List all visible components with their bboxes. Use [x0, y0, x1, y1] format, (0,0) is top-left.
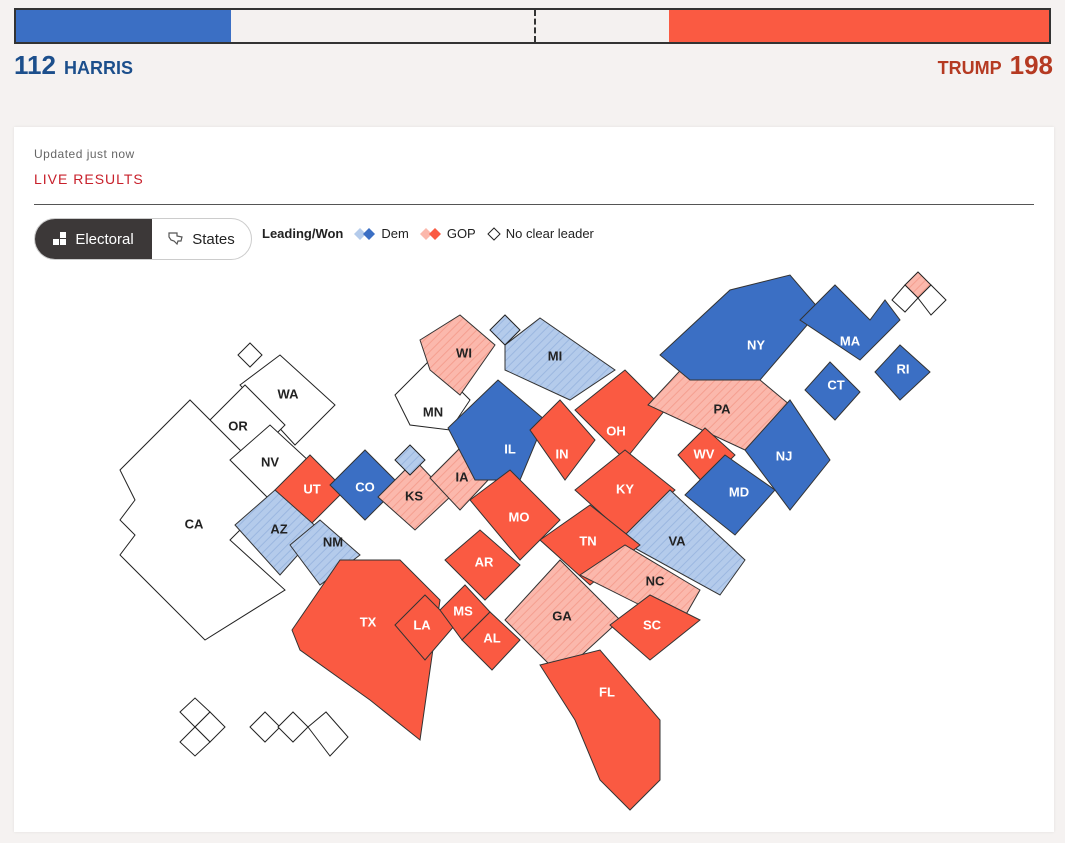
map-legend: Leading/Won Dem GOP No clear leader: [262, 226, 604, 241]
small-district-tile[interactable]: [394, 444, 426, 476]
gop-swatch-icon: [419, 227, 441, 240]
state-label-mo: MO: [509, 509, 530, 524]
state-label-wi: WI: [456, 345, 472, 360]
updated-text: Updated just now: [34, 147, 135, 161]
legend-dem-label: Dem: [381, 226, 409, 241]
state-label-al: AL: [483, 630, 500, 645]
legend-gop-label: GOP: [446, 226, 476, 241]
legend-none-label: No clear leader: [505, 226, 594, 241]
small-district-tile[interactable]: [489, 314, 521, 346]
state-label-or: OR: [228, 418, 248, 433]
state-label-co: CO: [355, 479, 375, 494]
dem-vote-fill: [16, 10, 231, 42]
state-label-ks: KS: [405, 488, 423, 503]
small-district-tile[interactable]: [307, 711, 349, 757]
state-label-mi: MI: [548, 348, 562, 363]
state-fl[interactable]: [539, 649, 661, 811]
state-label-oh: OH: [606, 423, 626, 438]
state-nm[interactable]: [289, 519, 361, 586]
state-label-va: VA: [668, 533, 686, 548]
legend-dem: Dem: [353, 226, 409, 241]
state-label-wv: WV: [694, 446, 715, 461]
state-ct[interactable]: [804, 361, 861, 421]
state-label-ky: KY: [616, 481, 634, 496]
gop-count: 198: [1009, 50, 1053, 80]
state-wi[interactable]: [419, 314, 496, 396]
state-label-nj: NJ: [776, 448, 793, 463]
state-ma[interactable]: [799, 284, 901, 361]
state-ny[interactable]: [659, 274, 821, 381]
divider: [34, 204, 1034, 205]
state-label-wa: WA: [278, 386, 300, 401]
dem-count: 112: [14, 50, 56, 80]
small-district-tile[interactable]: [237, 342, 263, 368]
state-wv[interactable]: [677, 427, 736, 486]
view-toggle: Electoral States: [34, 218, 252, 260]
state-al[interactable]: [461, 611, 521, 671]
state-il[interactable]: [447, 379, 546, 481]
state-label-ri: RI: [897, 361, 910, 376]
gop-candidate: TRUMP: [937, 58, 1002, 78]
small-district-tile[interactable]: [277, 711, 309, 743]
state-label-nm: NM: [323, 534, 343, 549]
state-label-il: IL: [504, 441, 516, 456]
state-label-tx: TX: [360, 614, 377, 629]
state-md[interactable]: [684, 454, 776, 536]
state-label-ct: CT: [827, 377, 844, 392]
electoral-vote-bar: [14, 8, 1051, 44]
dem-candidate: HARRIS: [63, 58, 133, 78]
state-label-la: LA: [413, 617, 431, 632]
legend-none: No clear leader: [486, 226, 594, 241]
state-tx[interactable]: [291, 559, 441, 741]
states-view-label: States: [192, 230, 235, 248]
state-label-az: AZ: [270, 521, 287, 536]
state-label-tn: TN: [579, 533, 596, 548]
small-district-tile[interactable]: [917, 284, 947, 316]
gop-score: TRUMP 198: [938, 50, 1053, 81]
state-sc[interactable]: [609, 594, 701, 661]
electoral-view-label: Electoral: [75, 230, 134, 248]
state-mo[interactable]: [469, 469, 561, 561]
state-label-ms: MS: [453, 603, 473, 618]
state-mi[interactable]: [504, 317, 616, 401]
state-label-ny: NY: [747, 337, 765, 352]
state-label-ar: AR: [475, 554, 494, 569]
state-label-pa: PA: [713, 401, 731, 416]
majority-line: [534, 10, 536, 42]
dem-swatch-icon: [354, 227, 376, 240]
grid-icon: [53, 232, 67, 245]
state-label-nv: NV: [261, 454, 279, 469]
state-va[interactable]: [619, 489, 746, 596]
state-label-ga: GA: [552, 608, 572, 623]
no-leader-swatch-icon: [487, 226, 501, 241]
state-label-ut: UT: [303, 481, 320, 496]
state-in[interactable]: [529, 399, 596, 481]
state-label-md: MD: [729, 484, 749, 499]
state-ar[interactable]: [444, 529, 521, 601]
state-label-in: IN: [556, 446, 569, 461]
state-label-nc: NC: [646, 573, 665, 588]
state-label-ma: MA: [840, 333, 861, 348]
state-label-mn: MN: [423, 404, 443, 419]
state-label-ia: IA: [456, 469, 470, 484]
small-district-tile[interactable]: [249, 711, 281, 743]
electoral-view-button[interactable]: Electoral: [35, 219, 152, 259]
small-district-tile[interactable]: [179, 726, 211, 757]
legend-gop: GOP: [419, 226, 476, 241]
dem-score: 112 HARRIS: [14, 50, 133, 81]
legend-title: Leading/Won: [262, 226, 344, 241]
states-view-button[interactable]: States: [152, 219, 251, 259]
state-ri[interactable]: [874, 344, 931, 401]
map-icon: [168, 232, 183, 246]
state-mn[interactable]: [394, 359, 471, 431]
state-label-sc: SC: [643, 617, 662, 632]
live-results-label: LIVE RESULTS: [34, 171, 144, 187]
state-label-fl: FL: [599, 684, 615, 699]
small-district-tile[interactable]: [891, 284, 919, 313]
gop-vote-fill: [668, 10, 1049, 42]
state-label-ca: CA: [185, 516, 204, 531]
